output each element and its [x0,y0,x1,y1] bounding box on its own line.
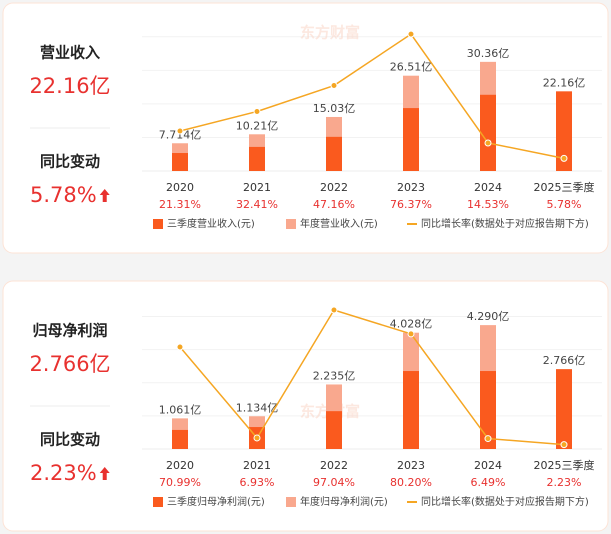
line-point [330,82,338,90]
line [179,309,565,446]
legend-key [153,219,163,229]
legend-key [286,497,296,507]
bar [249,146,265,171]
line-point [560,441,568,449]
up-arrow [99,467,110,480]
x-tick-label: 2025三季度 [534,180,595,194]
line-point [407,30,415,38]
value-label: 7.714亿 [159,128,202,141]
value-label: 26.51亿 [390,61,433,74]
legend-key [153,497,163,507]
bar [556,369,572,449]
line-point [484,435,492,443]
line-point [176,343,184,351]
watermark: 东方财富 [300,24,360,42]
line-point [253,434,261,442]
metric-value: 22.16亿 [29,74,110,98]
panel [2,280,609,532]
value-label: 15.03亿 [313,102,356,115]
line-point [330,306,338,314]
bar [172,429,188,449]
bar [403,371,419,449]
legend-label: 同比增长率(数据处于对应报告期下方) [421,495,589,508]
growth-label: 21.31% [159,198,201,211]
growth-label: 47.16% [313,198,355,211]
value-label: 22.16亿 [543,76,586,89]
bar [480,94,496,171]
x-tick-label: 2020 [166,181,194,194]
legend-label: 年度归母净利润(元) [300,495,388,508]
x-tick-label: 2023 [397,181,425,194]
line-point [253,107,261,115]
change-title: 同比变动 [40,153,100,171]
growth-label: 76.37% [390,198,432,211]
legend-key [286,219,296,229]
metric-value: 2.766亿 [29,352,110,376]
growth-label: 6.93% [240,476,275,489]
growth-label: 97.04% [313,476,355,489]
line-point [560,154,568,162]
bar [326,136,342,171]
growth-label: 5.78% [547,198,582,211]
value-label: 4.028亿 [390,318,433,331]
metric-title: 营业收入 [40,44,100,62]
value-label: 4.290亿 [467,310,510,323]
x-tick-label: 2023 [397,459,425,472]
value-label: 1.061亿 [159,403,202,416]
x-tick-label: 2020 [166,459,194,472]
panel [2,2,609,254]
bar [480,371,496,449]
bar [172,153,188,171]
x-tick-label: 2022 [320,459,348,472]
change-value: 2.23% [30,461,97,485]
value-label: 10.21亿 [236,119,279,132]
x-tick-label: 2022 [320,181,348,194]
growth-label: 2.23% [547,476,582,489]
up-arrow [99,189,110,202]
growth-label: 32.41% [236,198,278,211]
metric-title: 归母净利润 [32,322,107,340]
value-label: 1.134亿 [236,401,279,414]
growth-label: 14.53% [467,198,509,211]
x-tick-label: 2024 [474,181,502,194]
bar [556,91,572,171]
line-point [407,330,415,338]
growth-label: 70.99% [159,476,201,489]
line-point [176,127,184,135]
x-tick-label: 2021 [243,181,271,194]
value-label: 30.36亿 [467,47,510,60]
legend-label: 年度营业收入(元) [300,217,378,230]
change-title: 同比变动 [40,431,100,449]
growth-label: 80.20% [390,476,432,489]
legend-label: 三季度归母净利润(元) [167,495,265,508]
growth-label: 6.49% [471,476,506,489]
value-label: 2.766亿 [543,354,586,367]
x-tick-label: 2021 [243,459,271,472]
x-tick-label: 2024 [474,459,502,472]
legend-label: 同比增长率(数据处于对应报告期下方) [421,217,589,230]
x-tick-label: 2025三季度 [534,458,595,472]
change-value: 5.78% [30,183,97,207]
legend-label: 三季度营业收入(元) [167,217,255,230]
bar [403,108,419,171]
line-point [484,139,492,147]
line [179,33,565,160]
bar [326,411,342,449]
value-label: 2.235亿 [313,369,356,382]
